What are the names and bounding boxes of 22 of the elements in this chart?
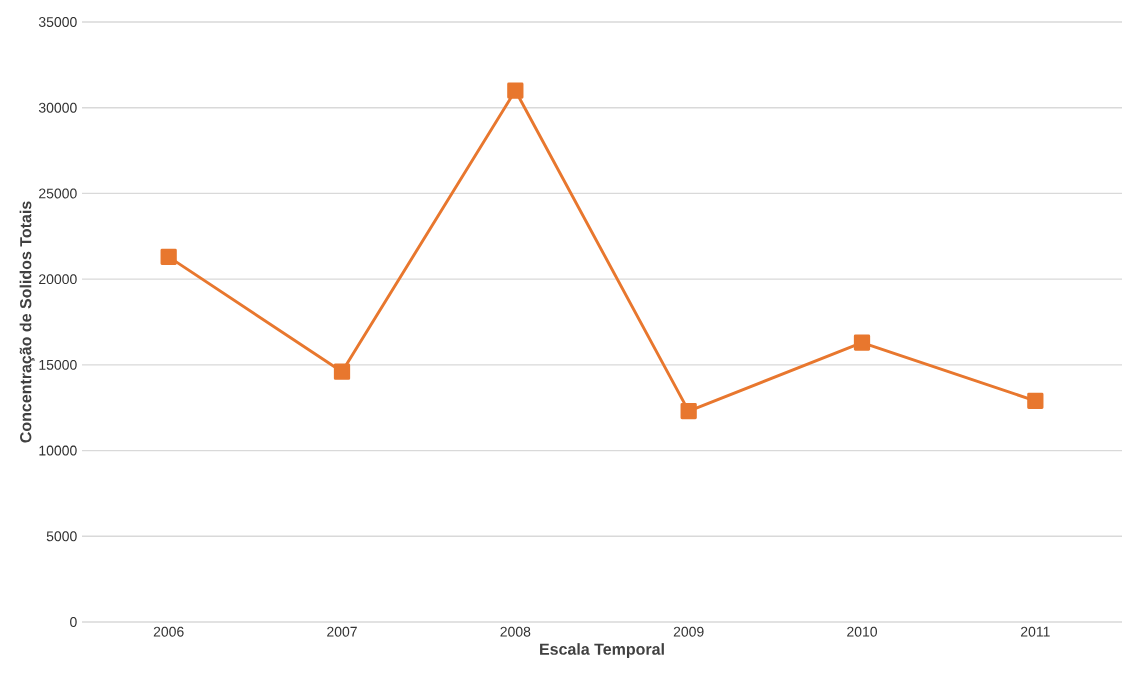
x-tick-label: 2008 bbox=[500, 626, 531, 637]
point bbox=[1027, 392, 1044, 409]
point bbox=[853, 334, 871, 351]
y-tick-label: 5000 bbox=[46, 531, 77, 542]
y-tick-label: 0 bbox=[70, 617, 77, 627]
point bbox=[507, 82, 524, 99]
x-axis-title: Escala Temporal bbox=[540, 643, 664, 659]
y-tick-label: 25000 bbox=[39, 188, 77, 199]
x-tick-label: 2007 bbox=[327, 626, 357, 637]
x-tick-label: 2010 bbox=[847, 626, 878, 637]
y-tick-label: 15000 bbox=[39, 359, 77, 370]
point bbox=[333, 363, 351, 380]
x-tick-label: 2011 bbox=[1021, 626, 1050, 637]
x-tick-label: 2009 bbox=[673, 626, 704, 637]
point bbox=[160, 248, 177, 265]
point bbox=[680, 403, 697, 420]
y-tick-label: 20000 bbox=[39, 274, 77, 285]
x-tick-label: 2006 bbox=[153, 626, 184, 637]
y-axis-title: Concentração de Solidos Totais bbox=[19, 201, 35, 443]
y-tick-label: 10000 bbox=[39, 445, 77, 456]
y-tick-label: 35000 bbox=[38, 17, 77, 27]
y-tick-label: 30000 bbox=[38, 102, 77, 113]
